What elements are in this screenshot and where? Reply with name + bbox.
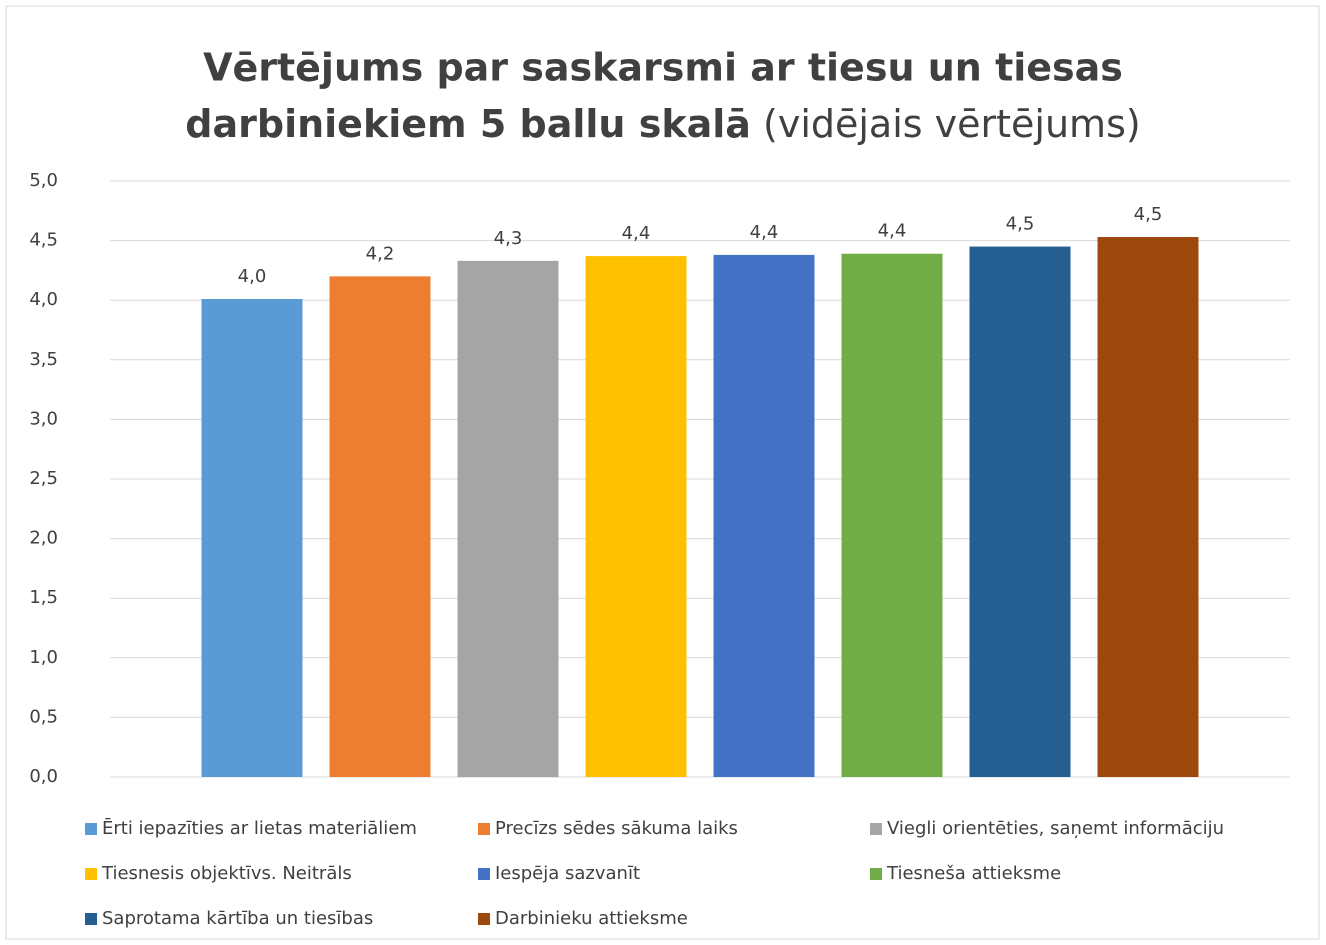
legend-label: Viegli orientēties, saņemt informāciju <box>887 818 1224 839</box>
y-tick-label: 4,5 <box>29 230 58 251</box>
y-tick-label: 4,0 <box>29 289 58 310</box>
y-tick-label: 0,0 <box>29 766 58 787</box>
legend-swatch <box>870 868 882 880</box>
legend-label: Precīzs sēdes sākuma laiks <box>495 818 738 839</box>
y-tick-label: 5,0 <box>29 170 58 191</box>
data-label: 4,5 <box>1134 204 1163 225</box>
data-label: 4,3 <box>494 228 523 249</box>
chart-title: Vērtējums par saskarsmi ar tiesu un ties… <box>203 46 1123 90</box>
bar <box>841 253 943 777</box>
y-tick-label: 3,0 <box>29 408 58 429</box>
legend-swatch <box>85 823 97 835</box>
data-label: 4,4 <box>622 223 651 244</box>
bar <box>585 256 687 777</box>
y-tick-label: 1,0 <box>29 647 58 668</box>
legend-label: Darbinieku attieksme <box>495 908 688 929</box>
bar <box>713 254 815 778</box>
legend-label: Tiesneša attieksme <box>886 863 1061 884</box>
legend-label: Ērti iepazīties ar lietas materiāliem <box>102 817 417 839</box>
bar <box>329 276 431 777</box>
data-label: 4,0 <box>238 266 267 287</box>
data-label: 4,4 <box>750 222 779 243</box>
legend-label: Iespēja sazvanīt <box>495 863 640 884</box>
data-label: 4,4 <box>878 221 907 242</box>
y-tick-label: 2,5 <box>29 468 58 489</box>
legend-swatch <box>85 868 97 880</box>
legend-swatch <box>478 823 490 835</box>
data-label: 4,5 <box>1006 214 1035 235</box>
data-label: 4,2 <box>366 243 395 264</box>
y-tick-label: 3,5 <box>29 349 58 370</box>
legend-swatch <box>85 913 97 925</box>
legend-swatch <box>478 913 490 925</box>
chart-title: darbiniekiem 5 ballu skalā (vidējais vēr… <box>185 102 1140 146</box>
y-tick-label: 2,0 <box>29 528 58 549</box>
legend-label: Saprotama kārtība un tiesības <box>102 908 373 929</box>
bar <box>457 260 559 777</box>
y-tick-label: 0,5 <box>29 706 58 727</box>
y-tick-label: 1,5 <box>29 587 58 608</box>
bar <box>969 246 1071 777</box>
legend-swatch <box>478 868 490 880</box>
chart-title: darbiniekiem 5 ballu skalā <box>185 102 751 146</box>
legend-label: Tiesnesis objektīvs. Neitrāls <box>101 863 352 884</box>
bar <box>1097 237 1199 778</box>
chart-title-note: (vidējais vērtējums) <box>763 102 1141 146</box>
legend-swatch <box>870 823 882 835</box>
bar <box>201 299 303 777</box>
